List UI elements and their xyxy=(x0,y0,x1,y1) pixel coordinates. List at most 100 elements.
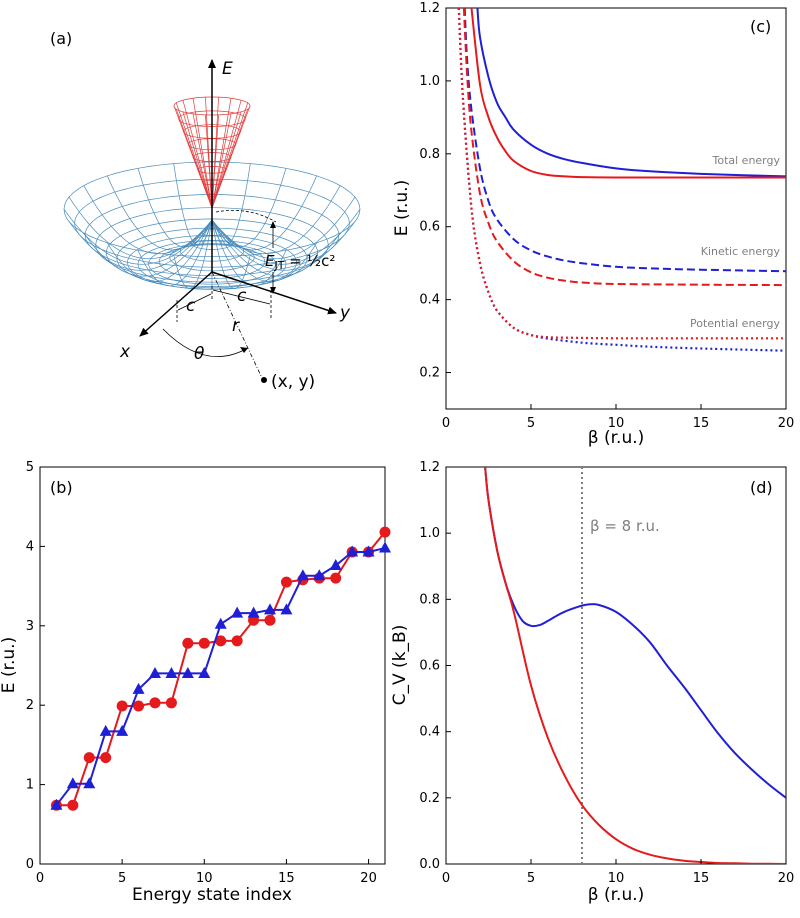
series-line-kinetic-blue xyxy=(463,8,786,273)
series-line-total-blue xyxy=(476,8,786,178)
c-label-2: c xyxy=(237,286,247,306)
data-point-triangle xyxy=(231,606,244,618)
panel-b-energy-levels-chart: 0 5 10 15 20 0 1 2 3 4 5 (b) Energy state index E … xyxy=(0,460,391,905)
series-line-blue-triangles xyxy=(55,547,385,806)
data-point-triangle xyxy=(296,569,309,581)
y-tick-label: 1.0 xyxy=(419,526,440,541)
mesh-radial xyxy=(211,168,287,248)
panel-d-heat-capacity-chart: 0 5 10 15 20 0.0 0.2 0.4 0.6 0.8 1.0 1.2 (d) β = 8 … xyxy=(390,460,794,905)
point-marker xyxy=(261,377,267,383)
c-label-1: c xyxy=(186,296,196,316)
panel-c-series xyxy=(457,8,786,352)
x-axis-line xyxy=(139,271,213,337)
y-tick-label: 5 xyxy=(26,460,34,475)
series-line-potential-red xyxy=(457,8,786,340)
mesh-radial xyxy=(137,219,213,287)
mesh-radial xyxy=(63,209,213,265)
panel-b-xlabel: Energy state index xyxy=(132,885,292,905)
data-point-triangle xyxy=(99,724,112,736)
axis-y-label: y xyxy=(339,303,351,323)
data-point-triangle xyxy=(181,666,194,678)
panel-d-ylabel: C_V (k_B) xyxy=(390,625,410,706)
theta-arc xyxy=(162,328,249,357)
x-tick-label: 20 xyxy=(778,416,795,431)
x-tick-label: 10 xyxy=(196,871,213,886)
r-label: r xyxy=(232,316,240,336)
panel-a-diagram: (a) E x y c c r θ (x, y) xyxy=(50,29,361,392)
data-point-circle xyxy=(231,635,243,647)
x-tick-label: 10 xyxy=(608,416,625,431)
data-point-circle xyxy=(379,526,391,538)
panel-b-ylabel: E (r.u.) xyxy=(0,637,19,693)
beta-8-annotation: β = 8 r.u. xyxy=(590,517,660,535)
panel-d-label: (d) xyxy=(750,478,773,497)
y-tick-label: 1.0 xyxy=(419,74,440,89)
cone-line xyxy=(211,111,242,209)
mesh-radial xyxy=(68,219,213,271)
y-tick-label: 0.2 xyxy=(419,366,440,381)
mesh-radial xyxy=(106,175,213,251)
y-tick-label: 0.2 xyxy=(419,791,440,806)
data-point-triangle xyxy=(247,606,260,618)
y-axis-line xyxy=(211,271,337,315)
panel-b-label: (b) xyxy=(50,478,73,497)
y-tick-label: 0.8 xyxy=(419,147,440,162)
y-tick-label: 0.4 xyxy=(419,725,440,740)
mesh-radial xyxy=(137,168,213,248)
c-dimension-2 xyxy=(212,289,272,320)
mesh-radial xyxy=(211,219,317,282)
data-point-circle xyxy=(165,697,177,709)
ejt-sub: JT xyxy=(273,259,284,272)
series-line-potential-blue xyxy=(457,8,786,352)
panel-b-ticks: 0 5 10 15 20 0 1 2 3 4 5 xyxy=(26,460,377,886)
x-tick-label: 20 xyxy=(360,871,377,886)
potential-energy-annotation: Potential energy xyxy=(690,317,781,330)
cone-line xyxy=(211,102,249,209)
panel-a-label: (a) xyxy=(50,29,72,48)
data-point-circle xyxy=(100,752,112,764)
cone-line xyxy=(205,97,213,209)
cone-line xyxy=(211,113,232,209)
kinetic-energy-annotation: Kinetic energy xyxy=(701,245,781,258)
cone-line xyxy=(192,113,213,209)
data-point-triangle xyxy=(362,545,375,557)
blue-trough-mesh xyxy=(63,161,361,290)
r-line xyxy=(211,271,263,379)
y-tick-label: 1.2 xyxy=(419,460,440,475)
data-point-triangle xyxy=(50,798,63,810)
panel-c-ticks: 0 5 10 15 20 0.2 0.4 0.6 0.8 1.0 1.2 xyxy=(419,1,794,431)
cone-line xyxy=(211,100,242,209)
data-point-triangle xyxy=(149,666,161,678)
mesh-radial xyxy=(211,175,318,251)
c-dimension-1 xyxy=(176,286,213,322)
data-point-triangle xyxy=(346,545,359,557)
panel-d-xlabel: β (r.u.) xyxy=(588,885,645,905)
x-tick-label: 0 xyxy=(442,416,450,431)
x-tick-label: 0 xyxy=(442,871,450,886)
data-point-circle xyxy=(215,635,227,647)
data-point-triangle xyxy=(116,724,129,736)
panel-c-frame xyxy=(445,7,787,410)
mesh-radial xyxy=(211,219,341,277)
mesh-radial xyxy=(211,209,361,265)
data-point-triangle xyxy=(264,603,276,615)
x-tick-label: 20 xyxy=(778,871,795,886)
y-tick-label: 4 xyxy=(26,539,34,554)
data-point-triangle xyxy=(329,558,342,570)
x-tick-label: 5 xyxy=(527,416,535,431)
cone-line xyxy=(192,98,213,209)
ejt-label: EJT = ½c² xyxy=(265,252,335,272)
cone-line xyxy=(182,111,213,209)
data-point-triangle xyxy=(214,617,227,629)
theta-label: θ xyxy=(194,344,205,364)
data-point-triangle xyxy=(280,603,293,615)
data-point-circle xyxy=(83,752,95,764)
data-point-triangle xyxy=(313,569,326,581)
mesh-radial xyxy=(173,219,213,289)
x-tick-label: 10 xyxy=(608,871,625,886)
ejt-formula: = ½c² xyxy=(284,252,335,270)
panel-d-series xyxy=(484,467,786,864)
point-label: (x, y) xyxy=(271,372,315,392)
data-point-circle xyxy=(198,637,210,649)
y-tick-label: 1 xyxy=(26,778,34,793)
